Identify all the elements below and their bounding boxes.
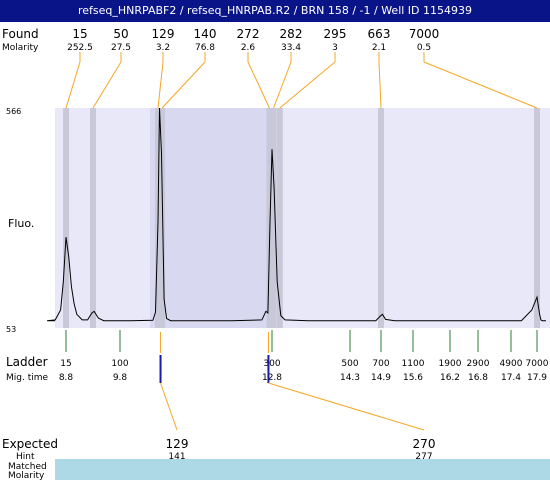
expected-label: Expected — [2, 437, 58, 451]
found-peak-size: 663 — [368, 27, 391, 41]
mig-time-label: Mig. time — [6, 373, 48, 383]
found-peak-marker — [378, 108, 384, 328]
found-peak-labels: 15 252.5 50 27.5 129 3.2 140 76.8 272 2.6 282 33.4 2… — [67, 27, 439, 53]
molarity-label: Molarity — [2, 43, 39, 53]
found-peak-molarity: 27.5 — [111, 43, 131, 53]
ladder-size: 2900 — [467, 359, 490, 369]
found-peak-marker — [90, 108, 96, 328]
ladder-size: 4900 — [500, 359, 523, 369]
plot-area — [55, 108, 550, 328]
found-connector-diag — [65, 61, 81, 109]
ladder-time: 15.6 — [403, 373, 423, 383]
found-connector-diag — [273, 61, 292, 109]
ladder-size: 100 — [111, 359, 128, 369]
found-peak-molarity: 3 — [332, 43, 338, 53]
found-peak-marker — [266, 108, 273, 328]
found-peak-molarity: 2.1 — [372, 43, 386, 53]
ladder-size: 15 — [60, 359, 71, 369]
found-peak-size: 140 — [194, 27, 217, 41]
found-peak-size: 15 — [72, 27, 87, 41]
ladder-size: 1900 — [439, 359, 462, 369]
found-peak-molarity: 3.2 — [156, 43, 170, 53]
found-connector-diag — [161, 61, 206, 109]
ladder-time: 16.2 — [440, 373, 460, 383]
found-connector-diag — [378, 61, 382, 109]
found-peak-marker — [270, 108, 277, 328]
found-label: Found — [2, 27, 39, 41]
expected-size: 129 — [166, 437, 189, 451]
found-peak-marker — [276, 108, 283, 328]
ladder-time: 12.8 — [262, 373, 282, 383]
expected-hint: 277 — [415, 452, 432, 462]
peak-connectors — [65, 52, 538, 109]
found-connector-diag — [247, 61, 270, 109]
ladder-time: 14.9 — [371, 373, 391, 383]
found-peak-molarity: 0.5 — [417, 43, 431, 53]
fluo-label: Fluo. — [8, 217, 34, 230]
found-peak-marker — [63, 108, 69, 328]
ladder-size: 1100 — [402, 359, 425, 369]
ladder-size: 300 — [263, 359, 280, 369]
found-connector-diag — [92, 61, 122, 109]
found-peak-size: 282 — [280, 27, 303, 41]
found-peak-size: 7000 — [409, 27, 440, 41]
expected-connector-diag — [160, 382, 178, 431]
expected-size: 270 — [413, 437, 436, 451]
found-peak-molarity: 2.6 — [241, 43, 256, 53]
matched-molarity-band — [55, 459, 550, 480]
time-bands — [150, 108, 276, 328]
found-peak-size: 295 — [324, 27, 347, 41]
ladder-time: 17.4 — [501, 373, 521, 383]
ladder-size: 700 — [372, 359, 389, 369]
chart-title: refseq_HNRPABF2 / refseq_HNRPAB.R2 / BRN… — [0, 0, 550, 22]
found-peak-molarity: 33.4 — [281, 43, 301, 53]
found-peak-size: 129 — [152, 27, 175, 41]
hint-label: Hint — [16, 452, 35, 462]
ladder-time: 9.8 — [113, 373, 128, 383]
ladder-size: 500 — [341, 359, 358, 369]
ladder-time: 17.9 — [527, 373, 547, 383]
expected-hint: 141 — [168, 452, 185, 462]
found-peak-size: 50 — [113, 27, 128, 41]
found-peak-size: 272 — [237, 27, 260, 41]
found-peak-molarity: 252.5 — [67, 43, 93, 53]
ladder-label: Ladder — [6, 355, 48, 369]
found-peak-marker — [534, 108, 540, 328]
found-peak-molarity: 76.8 — [195, 43, 215, 53]
found-connector-diag — [423, 61, 538, 109]
y-min-label: 53 — [6, 325, 16, 334]
found-peak-marker — [159, 108, 166, 328]
highlight-band — [150, 108, 276, 328]
y-max-label: 566 — [6, 107, 21, 116]
ladder-size: 7000 — [526, 359, 549, 369]
found-connector-diag — [279, 61, 336, 109]
fluorescence-trace — [47, 107, 547, 322]
expected-connector-diag — [268, 382, 425, 431]
ladder-time: 8.8 — [59, 373, 74, 383]
matched-label: Matched — [8, 462, 47, 472]
molarity-bottom-label: Molarity — [8, 471, 45, 480]
expected-markers: 12914114076.827027728233.4 — [159, 332, 436, 480]
ladder-time: 14.3 — [340, 373, 360, 383]
ladder-time: 16.8 — [468, 373, 488, 383]
found-connector-diag — [157, 61, 164, 109]
ladder-markers: 15 8.8 100 9.8 300 12.8 500 14.3 700 14.9 1100 15.6… — [59, 330, 549, 383]
